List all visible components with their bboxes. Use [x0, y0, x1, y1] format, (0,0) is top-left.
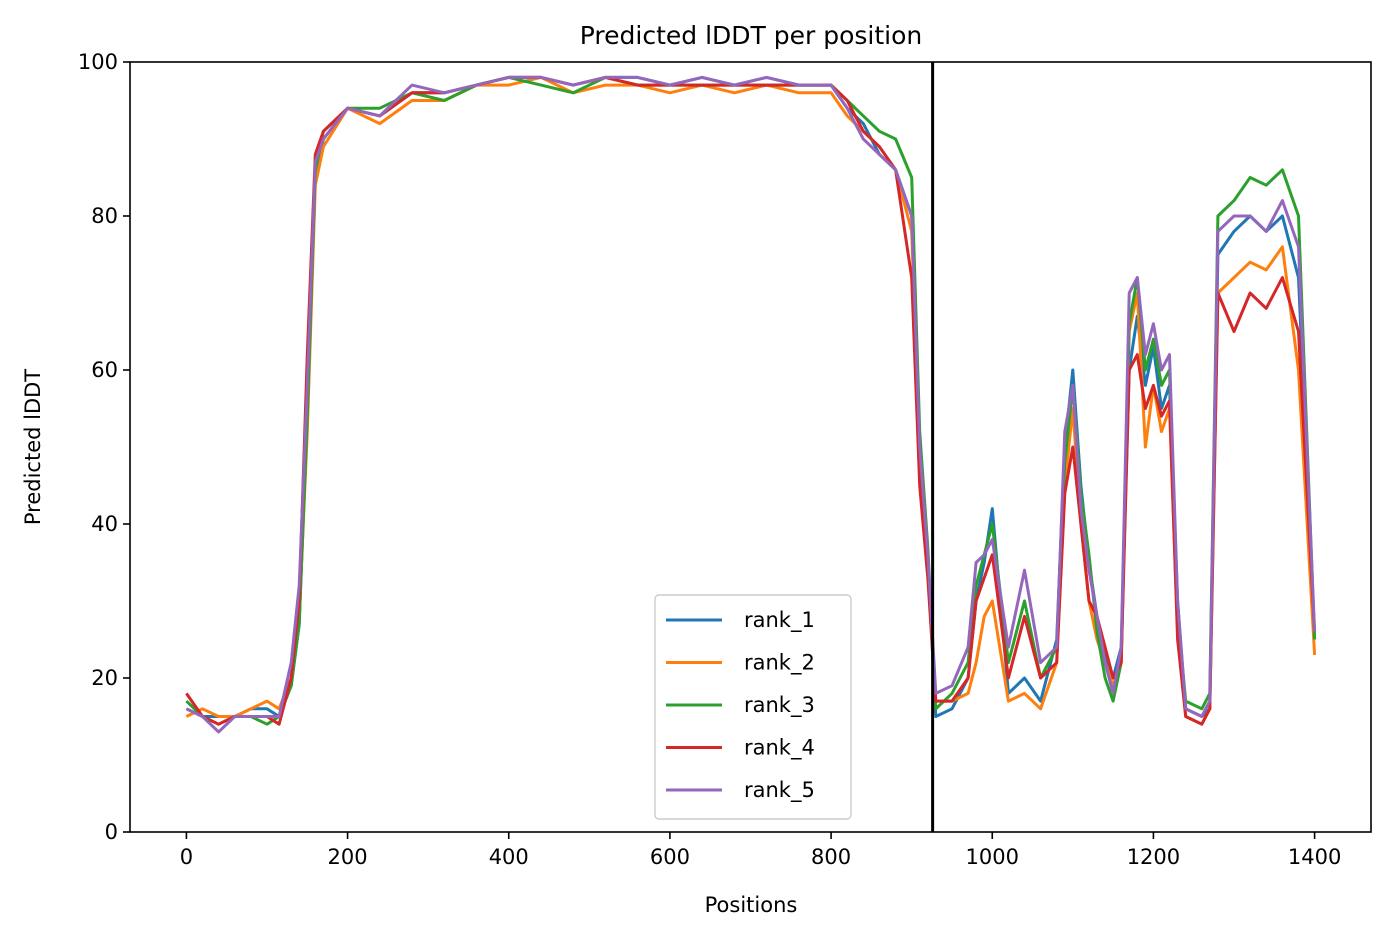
plot-frame [129, 61, 1372, 833]
y-tick-label: 60 [91, 358, 118, 382]
y-tick-label: 20 [91, 666, 118, 690]
y-tick-label: 80 [91, 204, 118, 228]
ticks-layer: 0 200 400 600 800 1000 1200 1400 0 20 40 60 80 100 [78, 50, 1341, 869]
x-tick-label: 800 [811, 845, 851, 869]
y-tick-label: 0 [105, 820, 118, 844]
x-tick-label: 1200 [1127, 845, 1180, 869]
legend-label-rank_5: rank_5 [744, 778, 815, 803]
legend-label-rank_1: rank_1 [744, 608, 815, 633]
legend: rank_1 rank_2 rank_3 rank_4 rank_5 [654, 594, 852, 820]
x-tick-label: 200 [328, 845, 368, 869]
legend-label-rank_3: rank_3 [744, 693, 815, 718]
y-axis-title: Predicted lDDT [21, 369, 45, 525]
x-axis-title: Positions [705, 893, 798, 917]
legend-label-rank_2: rank_2 [744, 651, 815, 676]
chart-title: Predicted lDDT per position [580, 21, 922, 50]
legend-label-rank_4: rank_4 [744, 736, 815, 761]
x-tick-label: 1400 [1288, 845, 1341, 869]
x-tick-label: 600 [650, 845, 690, 869]
x-tick-label: 1000 [966, 845, 1019, 869]
x-tick-label: 400 [489, 845, 529, 869]
legend-box [654, 594, 852, 820]
y-tick-label: 40 [91, 512, 118, 536]
x-tick-label: 0 [180, 845, 193, 869]
y-tick-label: 100 [78, 50, 118, 74]
